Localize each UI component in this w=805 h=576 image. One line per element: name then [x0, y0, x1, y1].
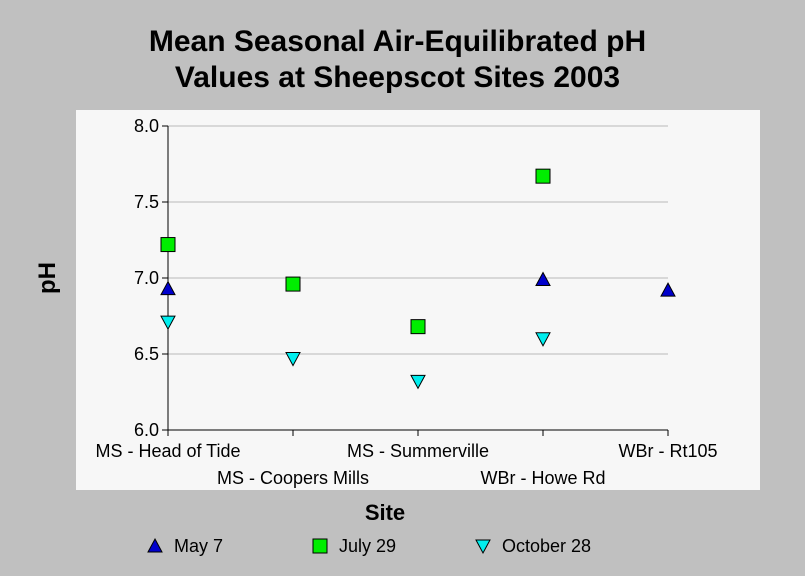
- legend-label-october: October 28: [502, 535, 592, 556]
- data-point-july: [535, 168, 551, 184]
- legend-item-october: October 28: [474, 532, 591, 560]
- data-point-july: [285, 276, 301, 292]
- chart-title-line-2: Values at Sheepscot Sites 2003: [174, 61, 621, 94]
- data-point-october: [285, 352, 301, 367]
- data-point-october: [535, 332, 551, 347]
- legend-marker-july: [312, 538, 328, 554]
- x-tick-label: MS - Summerville: [347, 441, 489, 461]
- legend-marker-may: [147, 537, 163, 553]
- legend: May 7 July 29 October 28: [0, 532, 805, 560]
- legend-item-july: July 29: [311, 532, 396, 560]
- chart-title-line-1: Mean Seasonal Air-Equilibrated pH: [148, 25, 647, 58]
- data-point-october: [410, 374, 426, 390]
- y-tick-label: 7.0: [134, 268, 159, 288]
- legend-label-july: July 29: [339, 535, 397, 556]
- plot-area: [76, 110, 760, 490]
- legend-marker-october: [475, 539, 491, 555]
- data-point-may: [660, 282, 676, 297]
- x-tick-label: WBr - Rt105: [618, 441, 717, 461]
- x-tick-label: MS - Coopers Mills: [217, 468, 369, 488]
- legend-label-may: May 7: [174, 535, 224, 556]
- y-tick-label: 6.5: [134, 344, 159, 364]
- x-tick-label: MS - Head of Tide: [95, 441, 240, 461]
- legend-item-may: May 7: [146, 532, 223, 560]
- y-tick-label: 8.0: [134, 116, 159, 136]
- data-point-may: [160, 280, 176, 296]
- data-point-july: [410, 319, 426, 335]
- y-tick-label: 7.5: [134, 192, 159, 212]
- y-tick-label: 6.0: [134, 420, 159, 440]
- data-point-may: [535, 271, 551, 287]
- chart-title: Mean Seasonal Air-Equilibrated pH Values…: [0, 24, 795, 96]
- x-tick-label: WBr - Howe Rd: [480, 468, 605, 488]
- data-point-july: [160, 237, 176, 253]
- x-axis-label: Site: [364, 500, 406, 525]
- data-point-october: [160, 315, 176, 331]
